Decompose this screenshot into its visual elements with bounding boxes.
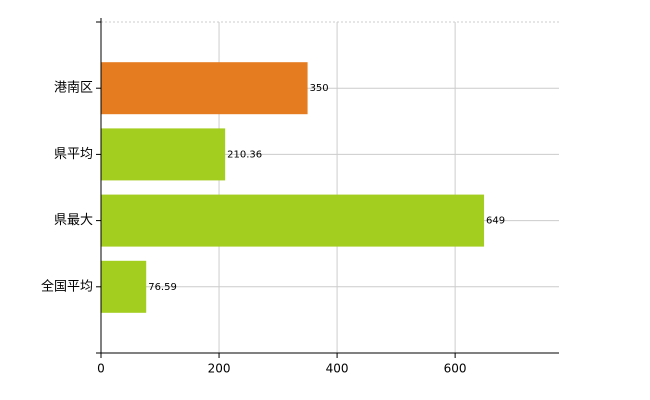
- y-tick-label: 県平均: [54, 147, 93, 162]
- value-label: 76.59: [148, 282, 177, 293]
- y-tick-label: 港南区: [54, 80, 93, 96]
- x-tick-label: 200: [208, 362, 231, 376]
- x-tick-label: 600: [444, 362, 467, 376]
- bar: [101, 128, 226, 181]
- value-label: 350: [310, 83, 329, 94]
- y-tick-label: 全国平均: [41, 278, 93, 294]
- bar: [101, 260, 147, 313]
- y-tick-label: 県最大: [54, 213, 93, 228]
- value-label: 649: [486, 216, 505, 227]
- x-tick-label: 0: [97, 362, 105, 376]
- bar: [101, 194, 485, 247]
- value-label: 210.36: [227, 149, 262, 160]
- x-tick-label: 400: [326, 362, 349, 376]
- bar: [101, 62, 308, 115]
